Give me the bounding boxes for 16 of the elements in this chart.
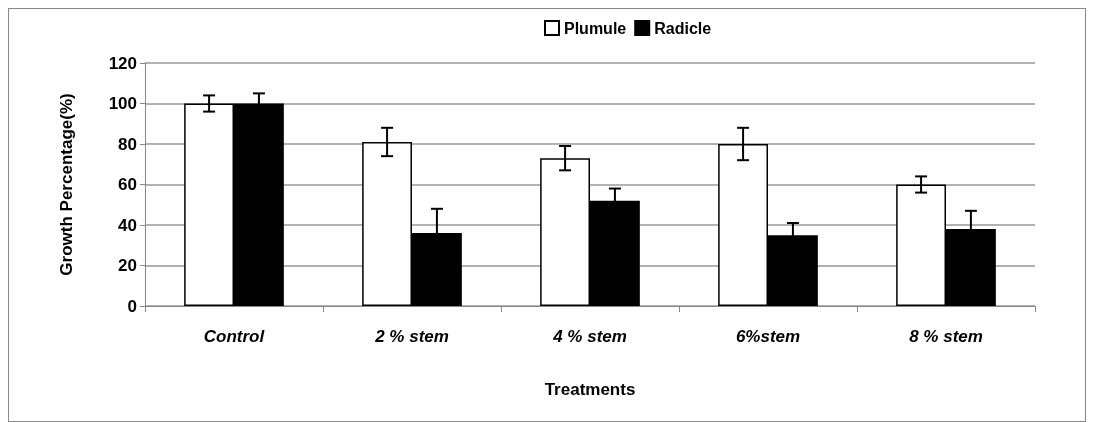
y-tick-label: 40: [118, 215, 137, 235]
y-tick-label: 60: [118, 175, 137, 194]
legend-label: Plumule: [564, 19, 627, 37]
y-tick-label: 120: [108, 53, 137, 73]
y-tick-label: 0: [127, 296, 137, 316]
x-tick-label: 4 % stem: [552, 327, 627, 346]
x-tick-label: Control: [203, 327, 266, 346]
x-tick-label: 6%stem: [735, 327, 801, 346]
legend-label: Radicle: [654, 19, 712, 37]
y-tick-label: 80: [118, 134, 137, 154]
y-tick-label: 20: [118, 256, 137, 275]
x-tick-label: 8 % stem: [909, 327, 983, 346]
x-axis-title: Treatments: [544, 380, 636, 399]
x-tick-label: 2 % stem: [374, 327, 449, 346]
y-tick-label: 100: [108, 94, 137, 113]
y-axis-title: Growth Percentage(%): [57, 93, 76, 276]
